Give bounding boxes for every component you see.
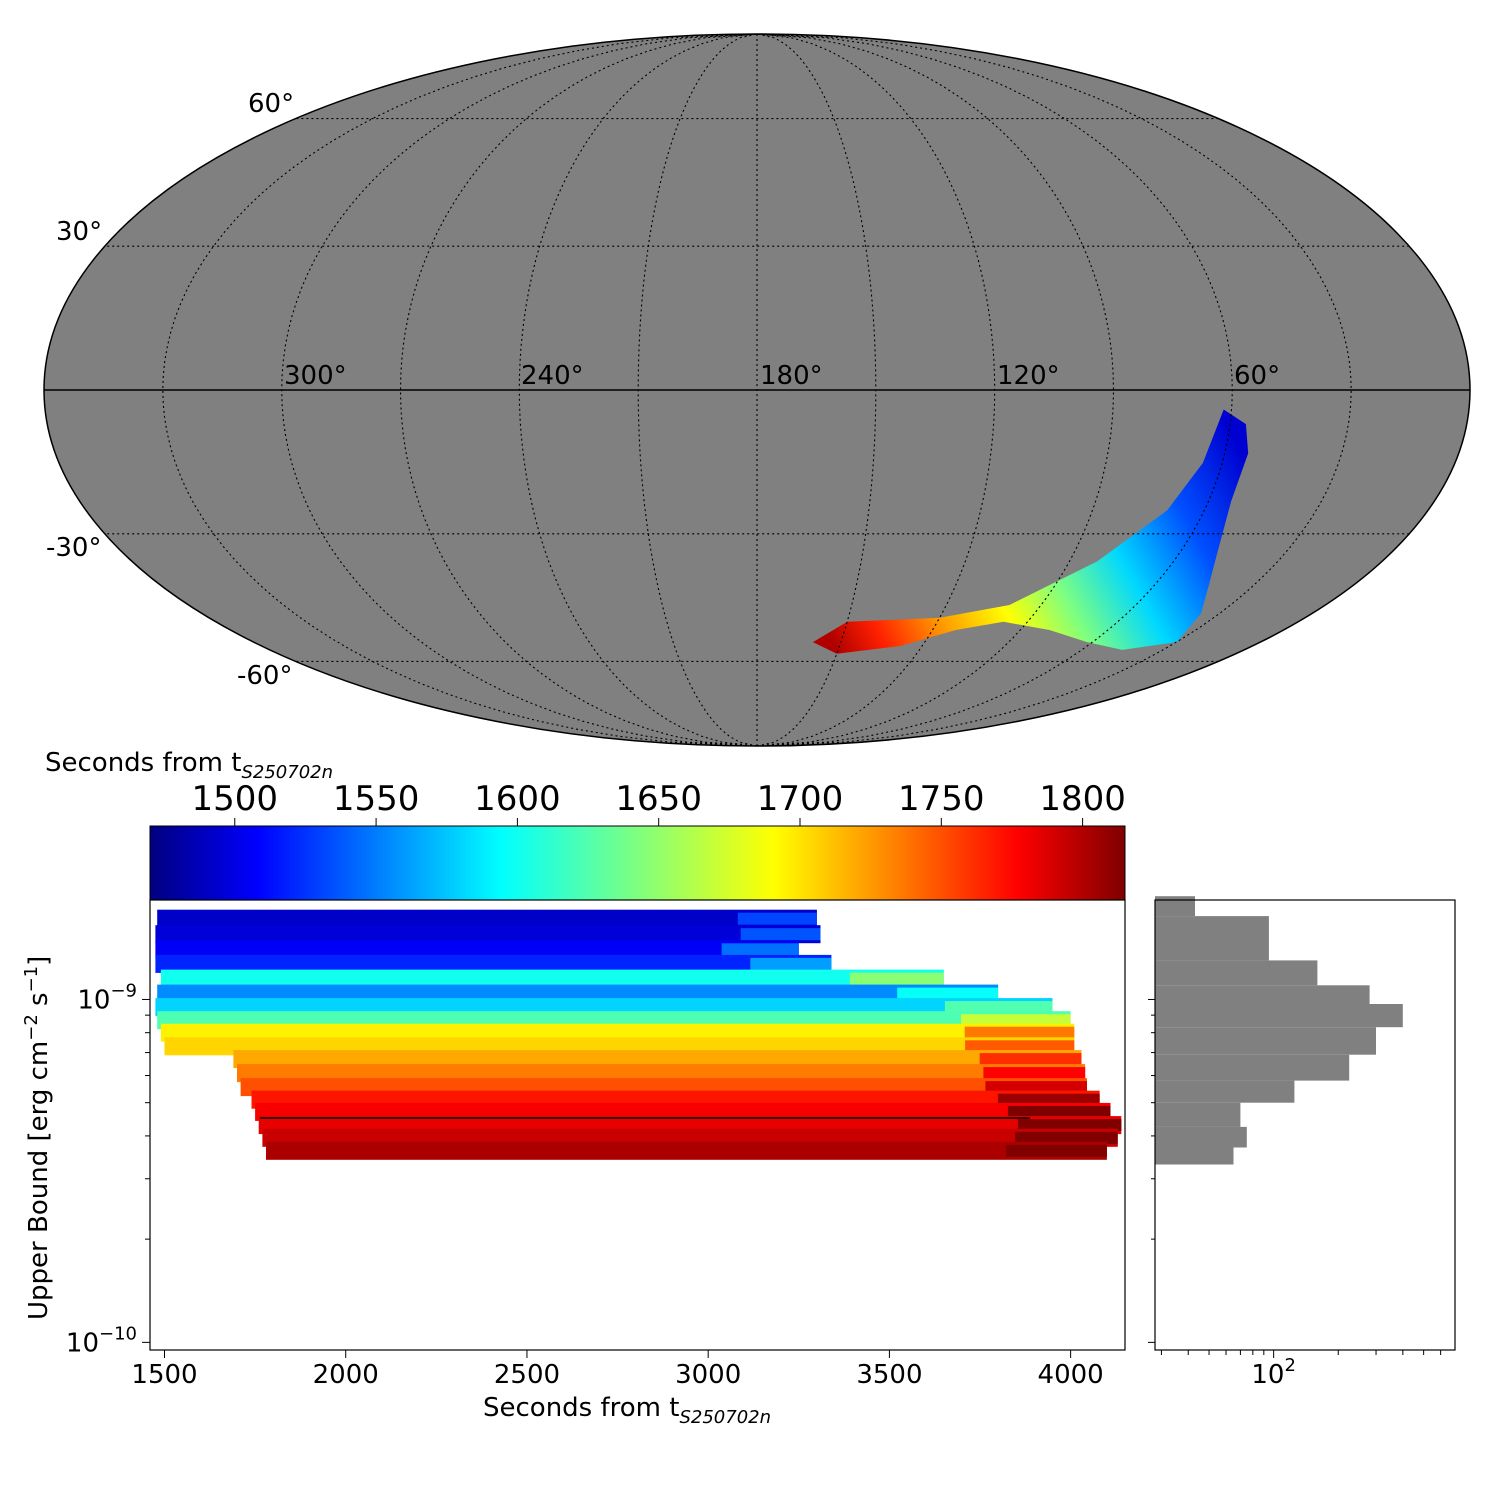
histogram-bin	[1155, 960, 1318, 986]
colorbar-tick-label: 1700	[757, 779, 844, 819]
bar-tail	[897, 987, 999, 1000]
y-tick-label: 10−10	[66, 1323, 137, 1358]
lat-label-neg30: -30°	[46, 533, 101, 563]
colorbar-label: Seconds from tS250702n	[45, 748, 333, 783]
colorbar-ticks: 1500 1550 1600 1650 1700 1750 1800	[192, 779, 1126, 826]
x-tick-label: 3000	[675, 1360, 741, 1390]
hist-x-tick-label: 102	[1251, 1355, 1296, 1390]
localization-region-shape	[812, 409, 1249, 654]
bar-tail	[964, 1026, 1075, 1039]
lat-label-neg60: -60°	[237, 661, 292, 691]
colorbar-label-subscript: S250702n	[241, 762, 333, 783]
histogram-bin	[1155, 896, 1195, 917]
x-axis-label-subscript: S250702n	[679, 1407, 771, 1428]
lon-label-120: 120°	[997, 361, 1060, 391]
x-tick-label: 3500	[856, 1360, 922, 1390]
bar	[160, 1023, 1075, 1042]
bar-tail	[740, 928, 821, 941]
bar-tail	[1006, 1144, 1107, 1157]
y-tick-base: 10	[66, 1328, 99, 1358]
colorbar-gradient	[149, 825, 1126, 901]
x-tick-label: 4000	[1038, 1360, 1104, 1390]
bar	[155, 940, 799, 959]
meridian-270	[399, 34, 758, 746]
bar	[157, 909, 817, 928]
colorbar-tick-label: 1500	[192, 779, 279, 819]
histogram-ticks: 102	[1148, 998, 1442, 1390]
colorbar-tick-label: 1550	[333, 779, 420, 819]
histogram-bin	[1155, 1102, 1241, 1127]
bar	[160, 969, 944, 988]
bar-tail	[849, 972, 944, 985]
histogram-bin	[1155, 1080, 1295, 1103]
bar	[266, 1141, 1107, 1160]
colorbar-tick-label: 1800	[1039, 779, 1126, 819]
bar-tail	[750, 957, 832, 970]
y-axis-label: Upper Bound [erg cm−2 s−1]	[21, 956, 54, 1320]
bar-tail	[944, 1001, 1053, 1014]
x-tick-label: 1500	[131, 1360, 197, 1390]
y-axis-ticks: 10−910−10	[66, 980, 150, 1358]
histogram-bin	[1155, 1004, 1403, 1028]
bar-tail	[961, 1014, 1071, 1027]
y-tick-label: 10−9	[77, 980, 137, 1015]
histogram-bin	[1155, 1126, 1247, 1148]
x-axis-label: Seconds from tS250702n	[483, 1393, 771, 1428]
lon-label-240: 240°	[521, 361, 584, 391]
bar-tail	[1015, 1131, 1118, 1144]
bar	[237, 1064, 1086, 1083]
upper-bound-chart: 1500 2000 2500 3000 3500 4000 10−910−10 Secon…	[21, 899, 1126, 1428]
lat-label-60: 60°	[248, 89, 294, 119]
bars-group	[155, 909, 1122, 1160]
lon-label-300: 300°	[284, 361, 347, 391]
y-tick-exponent: −9	[110, 980, 137, 1001]
bar	[155, 925, 821, 944]
lat-label-30: 30°	[56, 217, 102, 247]
x-tick-label: 2000	[313, 1360, 379, 1390]
y-tick-base: 10	[77, 985, 110, 1015]
hist-x-tick-exponent: 2	[1284, 1355, 1295, 1376]
sky-map: 60° 30° -30° -60° 300° 240° 180° 120° 60…	[43, 33, 1471, 747]
colorbar-tick-label: 1750	[898, 779, 985, 819]
colorbar-tick-label: 1600	[474, 779, 561, 819]
bar-tail	[979, 1053, 1082, 1066]
bar-tail	[997, 1093, 1100, 1106]
colorbar: Seconds from tS250702n 1500 1550 1600 1650 1…	[45, 748, 1126, 901]
y-tick-exponent: −10	[99, 1323, 137, 1344]
histogram-bin	[1155, 1027, 1376, 1055]
bar-tail	[737, 912, 817, 925]
histogram-bin	[1155, 1147, 1234, 1165]
bar	[233, 1050, 1082, 1069]
colorbar-tick-label: 1650	[615, 779, 702, 819]
bar-tail	[965, 1040, 1075, 1053]
histogram-bin	[1155, 916, 1269, 961]
x-axis-ticks: 1500 2000 2500 3000 3500 4000	[131, 1350, 1104, 1390]
bar-tail	[1007, 1105, 1111, 1118]
histogram-bars	[1155, 896, 1403, 1165]
lon-label-60: 60°	[1234, 361, 1280, 391]
lon-label-180: 180°	[760, 361, 823, 391]
x-tick-label: 2500	[494, 1360, 560, 1390]
bar-tail	[983, 1067, 1086, 1080]
meridian-90	[756, 34, 1115, 746]
bar-tail	[721, 943, 799, 956]
histogram-bin	[1155, 985, 1370, 1004]
histogram-bin	[1155, 1054, 1350, 1081]
bar-tail	[1017, 1119, 1122, 1132]
histogram-frame	[1154, 899, 1456, 1351]
bar	[155, 954, 832, 973]
hist-x-tick-base: 10	[1251, 1360, 1284, 1390]
side-histogram: 102	[1148, 896, 1456, 1390]
plot-frame	[149, 899, 1126, 1351]
bar-tail	[985, 1081, 1087, 1094]
localization-region	[812, 409, 1249, 654]
